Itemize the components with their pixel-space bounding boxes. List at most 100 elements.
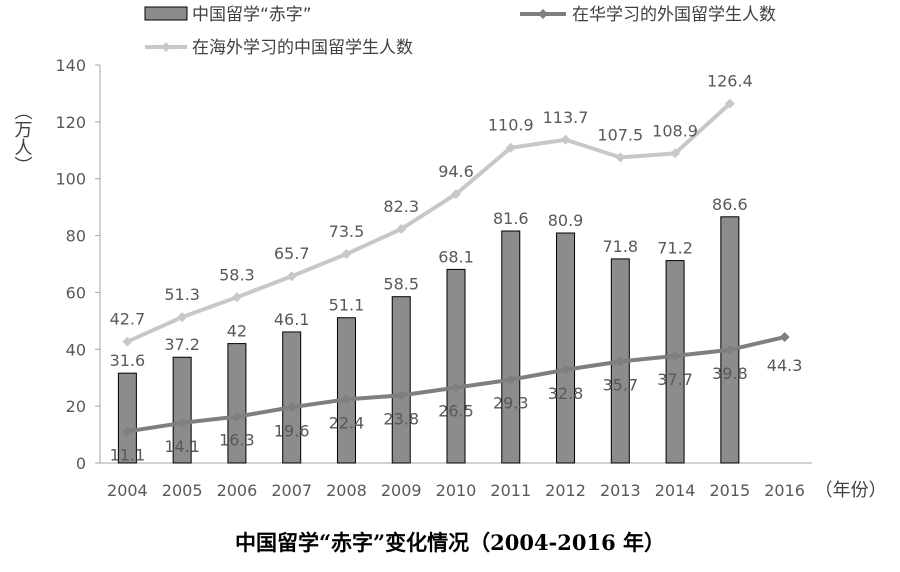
series-marker [177, 312, 188, 323]
legend-marker [161, 42, 171, 52]
line-data-label: 82.3 [383, 197, 419, 216]
bar-data-label: 58.5 [383, 275, 419, 294]
x-tick-label: 2015 [709, 481, 750, 500]
line-data-label: 51.3 [164, 285, 200, 304]
series-marker [560, 364, 571, 375]
y-tick-label: 60 [66, 283, 86, 302]
y-tick-label: 20 [66, 397, 86, 416]
line-data-label: 39.8 [712, 364, 748, 383]
series-marker [396, 224, 407, 235]
y-tick-label: 100 [55, 170, 86, 189]
bar-data-label: 86.6 [712, 195, 748, 214]
series-marker [670, 148, 681, 159]
x-tick-label: 2016 [764, 481, 805, 500]
series-marker [615, 356, 626, 367]
line-data-label: 35.7 [602, 376, 638, 395]
line-data-label: 94.6 [438, 162, 474, 181]
line-data-label: 14.1 [164, 437, 200, 456]
y-unit-label: （万人） [12, 102, 33, 174]
bar-data-label: 71.8 [602, 237, 638, 256]
line-data-label: 19.6 [274, 421, 310, 440]
x-tick-label: 2006 [217, 481, 258, 500]
series-marker [505, 142, 516, 153]
bar [227, 343, 247, 464]
line-data-label: 113.7 [543, 108, 589, 127]
line-data-label: 58.3 [219, 265, 255, 284]
bar [391, 296, 411, 464]
bar [336, 317, 356, 464]
y-tick-label: 40 [66, 340, 86, 359]
series-marker [341, 249, 352, 260]
series-marker [670, 350, 681, 361]
x-tick-label: 2008 [326, 481, 367, 500]
legend-label: 在华学习的外国留学生人数 [572, 5, 776, 25]
bar-data-label: 37.2 [164, 335, 200, 354]
y-tick-label: 120 [55, 113, 86, 132]
bars [117, 216, 740, 464]
series-marker [177, 417, 188, 428]
bar-data-label: 81.6 [493, 209, 529, 228]
line-data-label: 37.7 [657, 370, 693, 389]
line-data-label: 22.4 [329, 413, 365, 432]
line-data-label: 32.8 [548, 384, 584, 403]
x-tick-label: 2014 [655, 481, 696, 500]
bar [720, 216, 740, 464]
y-axis: 0 20 40 60 80 100 120 140 （万人） [12, 56, 101, 473]
chart-title: 中国留学“赤字”变化情况（2004-2016 年） [234, 530, 666, 555]
line-data-label: 16.3 [219, 431, 255, 450]
line-data-label: 29.3 [493, 394, 529, 413]
line-data-label: 110.9 [488, 116, 534, 135]
bar-data-label: 31.6 [110, 351, 146, 370]
series-line [126, 102, 732, 344]
bar [282, 331, 302, 464]
bar-data-label: 46.1 [274, 310, 310, 329]
x-tick-label: 2007 [271, 481, 312, 500]
line-data-label: 26.5 [438, 402, 474, 421]
series-marker [396, 390, 407, 401]
series-marker [122, 336, 133, 347]
x-tick-label: 2011 [490, 481, 531, 500]
line-data-label: 11.1 [110, 445, 146, 464]
bar [446, 268, 466, 464]
bar [172, 356, 192, 464]
bar [556, 232, 576, 464]
series-marker [724, 98, 735, 109]
series-marker [341, 394, 352, 405]
x-unit-label: （年份） [815, 480, 887, 501]
x-tick-label: 2010 [436, 481, 477, 500]
line-data-label: 108.9 [652, 121, 698, 140]
legend-label: 在海外学习的中国留学生人数 [192, 38, 413, 58]
y-tick-label: 0 [76, 454, 86, 473]
series-marker [122, 426, 133, 437]
line-data-label: 23.8 [383, 409, 419, 428]
series-marker [560, 134, 571, 145]
bar-data-label: 71.2 [657, 239, 693, 258]
x-axis: 2004 2005 2006 2007 2008 2009 2010 2011 2012 2013… [100, 462, 887, 501]
series-marker [286, 271, 297, 282]
x-tick-label: 2013 [600, 481, 641, 500]
line-data-label: 42.7 [110, 310, 146, 329]
series-marker [451, 189, 461, 200]
x-tick-label: 2009 [381, 481, 422, 500]
bar-data-label: 68.1 [438, 247, 474, 266]
line-data-label: 73.5 [329, 222, 365, 241]
series-marker [231, 292, 242, 303]
line-data-label: 126.4 [707, 72, 753, 91]
line-data-label: 107.5 [597, 125, 643, 144]
legend-label: 中国留学“赤字” [192, 5, 312, 25]
legend-swatch-bar [144, 6, 188, 21]
series-marker [615, 152, 626, 163]
line-data-label: 65.7 [274, 244, 310, 263]
bar-data-label: 51.1 [329, 296, 365, 315]
series-marker [231, 411, 242, 422]
y-tick-label: 80 [66, 227, 86, 246]
series-marker [779, 332, 790, 343]
lines [122, 98, 790, 437]
x-tick-label: 2004 [107, 481, 148, 500]
line-data-label: 44.3 [767, 356, 803, 375]
x-tick-label: 2005 [162, 481, 203, 500]
y-tick-label: 140 [55, 56, 86, 75]
series-marker [724, 344, 735, 355]
